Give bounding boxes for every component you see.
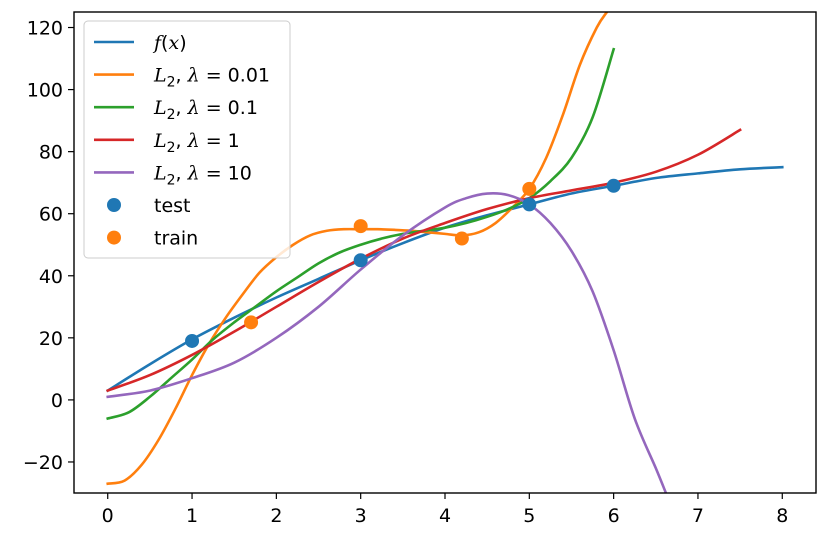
x-tick-label: 0	[102, 505, 114, 527]
legend-entry-4: L2, λ = 10	[94, 162, 252, 188]
y-tick-label: 120	[27, 18, 63, 40]
test-point	[185, 333, 200, 348]
x-tick-label: 4	[439, 505, 451, 527]
legend: f(x) L2, λ = 0.01 L2, λ = 0.1 L2, λ = 1 L2, …	[83, 20, 291, 259]
scatter-layer	[185, 178, 621, 348]
legend-entry-3: L2, λ = 1	[94, 130, 240, 156]
y-tick-label: 0	[51, 390, 63, 412]
train-point	[353, 219, 368, 234]
legend-label: L2, λ = 0.01	[153, 65, 270, 91]
legend-label: L2, λ = 10	[153, 162, 252, 188]
train-point	[522, 181, 537, 196]
x-tick-label: 1	[186, 505, 198, 527]
series-line-4	[106, 192, 668, 493]
test-point	[522, 197, 537, 212]
legend-entry-6: train	[107, 228, 198, 250]
series-line-3	[106, 128, 742, 393]
x-tick-label: 3	[355, 505, 367, 527]
legend-label: train	[154, 228, 198, 250]
y-tick-label: 60	[39, 204, 63, 226]
x-tick-label: 6	[608, 505, 620, 527]
y-axis: −20 0 20 40 60 80 100 120	[23, 18, 74, 474]
legend-entry-0: f(x)	[94, 32, 187, 54]
legend-label: L2, λ = 1	[153, 130, 240, 156]
y-tick-label: 80	[39, 142, 63, 164]
x-axis: 0 1 2 3 4 5 6 7 8	[102, 493, 788, 527]
x-tick-label: 8	[776, 505, 788, 527]
legend-label: f(x)	[152, 32, 187, 54]
test-point	[606, 178, 621, 193]
legend-entry-1: L2, λ = 0.01	[94, 65, 270, 91]
train-point	[244, 315, 259, 330]
legend-label: test	[154, 195, 191, 217]
test-point	[353, 253, 368, 268]
x-tick-label: 5	[523, 505, 535, 527]
legend-marker	[107, 198, 121, 212]
legend-entry-5: test	[107, 195, 191, 217]
x-tick-label: 7	[692, 505, 704, 527]
legend-label: L2, λ = 0.1	[153, 97, 258, 123]
y-tick-label: −20	[23, 452, 63, 474]
train-point	[454, 231, 469, 246]
y-tick-label: 20	[39, 328, 63, 350]
legend-entry-2: L2, λ = 0.1	[94, 97, 258, 123]
legend-marker	[107, 230, 121, 245]
y-tick-label: 100	[27, 80, 63, 102]
legend-frame	[83, 20, 291, 259]
y-tick-label: 40	[39, 266, 63, 288]
x-tick-label: 2	[270, 505, 282, 527]
